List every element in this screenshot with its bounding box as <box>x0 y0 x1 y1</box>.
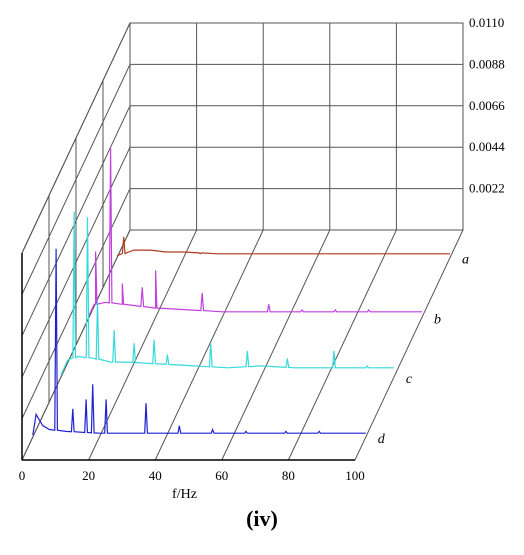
z-tick-label: 0.0044 <box>469 139 505 154</box>
x-tick-label: 0 <box>19 468 26 483</box>
series-line-a <box>116 236 450 257</box>
z-tick-label: 0.0088 <box>469 56 505 71</box>
z-tick-label: 0.0022 <box>469 181 505 196</box>
z-tick-label: 0.0110 <box>469 15 504 30</box>
series-line-c <box>60 211 394 376</box>
floor-gridline <box>154 229 264 461</box>
floor-gridline <box>221 229 331 461</box>
panel-label: (iv) <box>0 506 524 532</box>
x-tick-label: 100 <box>345 468 365 483</box>
x-tick-label: 60 <box>215 468 228 483</box>
series-label-c: c <box>406 372 413 387</box>
x-tick-label: 20 <box>82 468 95 483</box>
floor-gridline <box>287 229 397 461</box>
x-axis-label: f/Hz <box>172 487 197 502</box>
x-tick-label: 80 <box>282 468 295 483</box>
series-label-b: b <box>434 312 441 327</box>
series-line-d <box>32 248 366 436</box>
x-tick-label: 40 <box>149 468 162 483</box>
panel-label-text: (iv) <box>246 506 278 531</box>
series-line-b <box>88 147 422 316</box>
series-label-d: d <box>378 432 386 447</box>
series-label-a: a <box>462 253 469 268</box>
back-wall <box>129 22 464 231</box>
z-tick-label: 0.0066 <box>469 98 505 113</box>
